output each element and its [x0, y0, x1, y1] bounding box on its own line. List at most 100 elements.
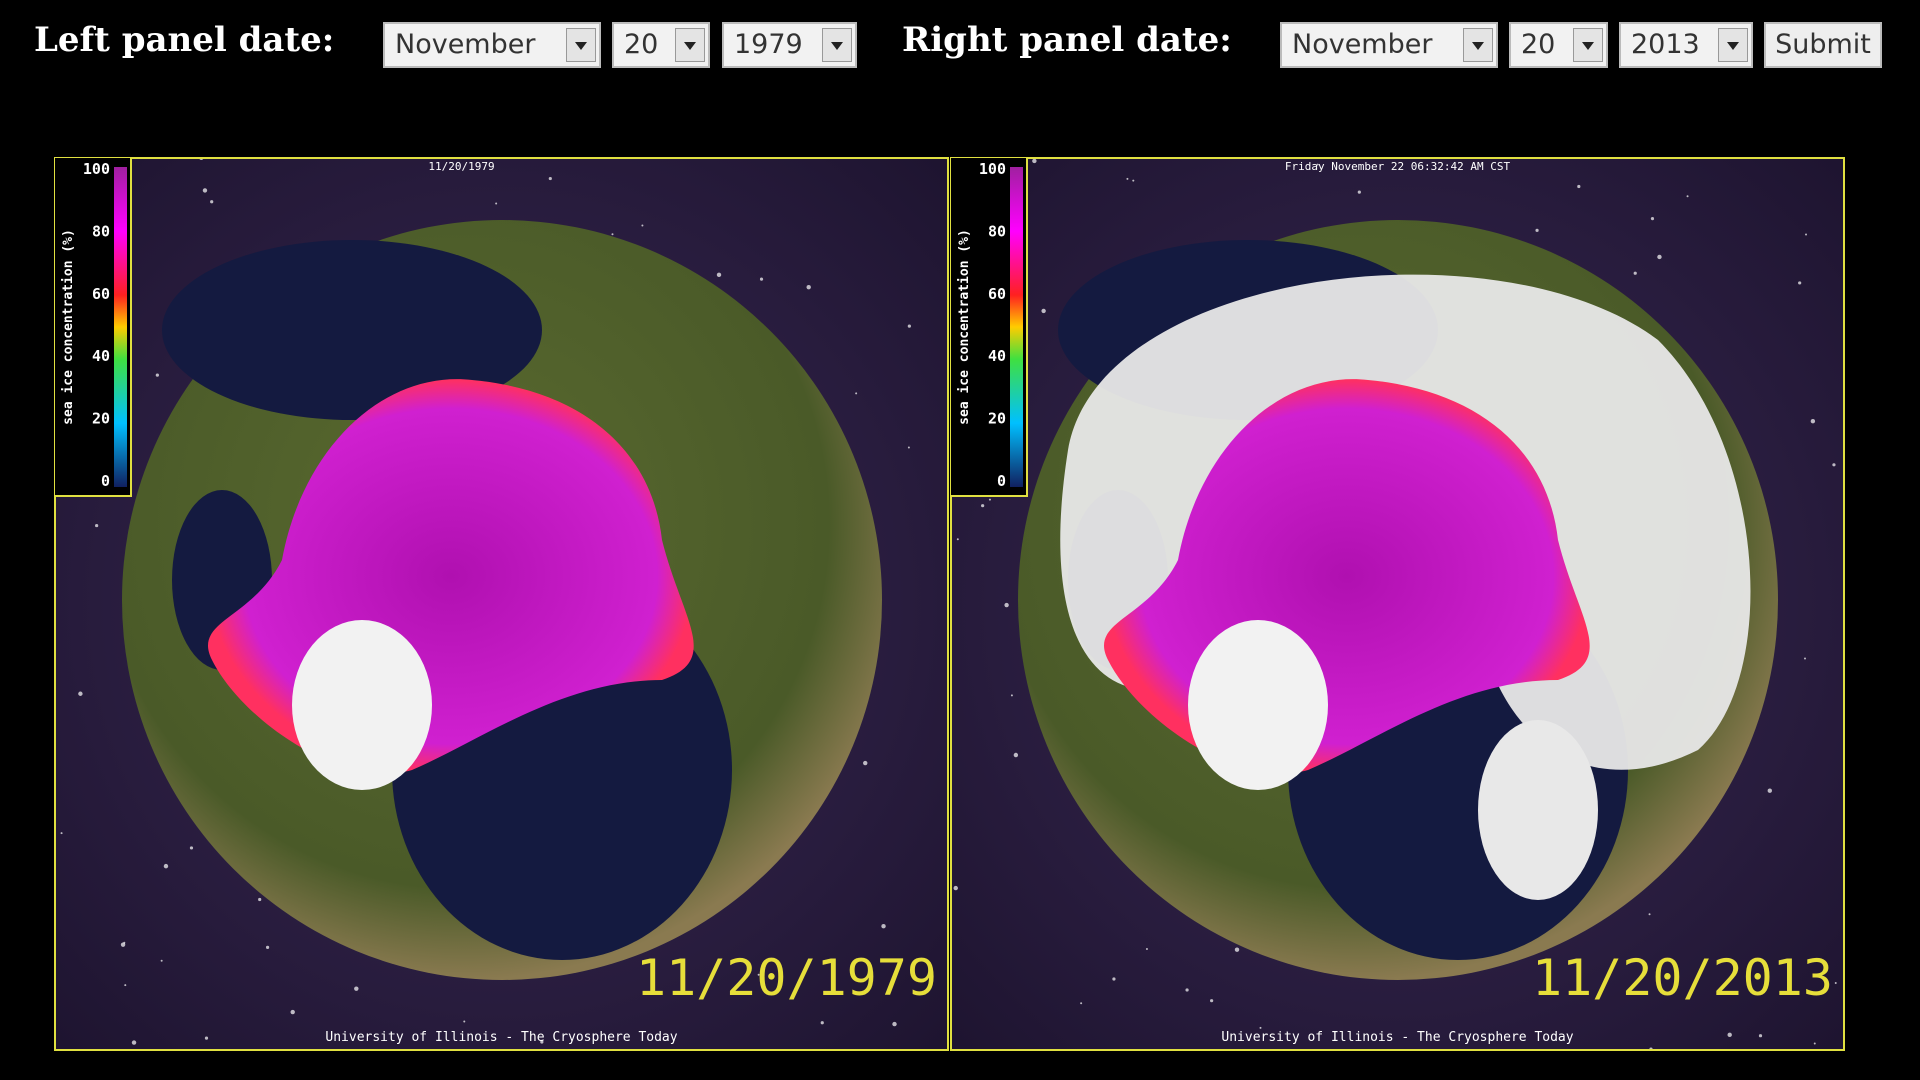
select-text: November — [1292, 29, 1433, 60]
colorbar-tick: 80 — [92, 222, 110, 240]
sea-ice — [1104, 379, 1590, 774]
star — [1316, 163, 1319, 166]
star — [554, 591, 557, 594]
star — [1011, 225, 1015, 229]
star — [977, 334, 981, 338]
year-select[interactable]: 2013 — [1619, 22, 1753, 68]
star — [1193, 401, 1196, 404]
greenland — [1188, 620, 1328, 790]
star — [210, 200, 214, 204]
month-select[interactable]: November — [383, 22, 601, 68]
star — [1068, 639, 1073, 644]
star — [540, 1040, 544, 1044]
star — [863, 760, 868, 766]
panel-border — [950, 157, 1845, 1051]
sky — [950, 157, 1845, 1051]
star — [643, 933, 646, 936]
star — [981, 504, 985, 508]
star — [199, 157, 204, 161]
star — [1531, 938, 1534, 941]
ocean — [162, 240, 542, 420]
star — [1813, 1042, 1816, 1045]
star — [1179, 270, 1182, 273]
star — [1619, 604, 1624, 610]
star — [1441, 934, 1446, 939]
star — [78, 691, 83, 696]
star — [620, 896, 625, 901]
star — [1004, 602, 1009, 608]
star — [1638, 507, 1641, 510]
star — [446, 493, 449, 496]
star — [1128, 568, 1132, 572]
ocean — [1058, 240, 1438, 420]
star — [1482, 328, 1486, 333]
colorbar-box — [54, 157, 132, 497]
footer: University of Illinois - The Cryosphere … — [325, 1030, 677, 1045]
star — [820, 1021, 824, 1025]
star — [366, 467, 371, 473]
star — [1509, 757, 1513, 761]
star — [1262, 856, 1266, 860]
star — [495, 202, 498, 205]
star — [1080, 1002, 1083, 1005]
star — [173, 354, 178, 360]
star — [1727, 1032, 1732, 1038]
star — [1333, 804, 1338, 808]
star — [579, 522, 584, 526]
star — [473, 365, 478, 371]
date-stamp: 11/20/1979 — [636, 949, 937, 1007]
colorbar — [114, 167, 127, 487]
ocean — [1288, 580, 1628, 960]
snow — [1478, 720, 1598, 900]
star — [1631, 685, 1636, 690]
star — [479, 525, 485, 530]
day-select[interactable]: 20 — [612, 22, 710, 68]
month-select[interactable]: November — [1280, 22, 1498, 68]
star — [219, 427, 223, 431]
star — [1804, 657, 1807, 660]
star — [202, 188, 208, 193]
star — [204, 1036, 209, 1040]
star — [976, 313, 980, 317]
star — [456, 236, 459, 239]
star — [1810, 419, 1816, 424]
star — [542, 451, 545, 454]
star — [653, 296, 658, 301]
colorbar-tick: 60 — [92, 285, 110, 303]
star — [1335, 484, 1338, 487]
dropdown-arrow — [675, 28, 705, 62]
top-caption: Friday November 22 06:32:42 AM CST — [1285, 160, 1511, 173]
star — [1648, 913, 1651, 916]
star — [60, 832, 63, 835]
star — [1112, 977, 1116, 981]
star — [1126, 177, 1129, 180]
colorbar-tick: 0 — [997, 472, 1006, 490]
star — [1123, 350, 1128, 355]
star — [131, 1040, 137, 1045]
star — [578, 574, 582, 578]
star — [497, 783, 502, 788]
globe — [1018, 220, 1778, 980]
submit-button[interactable]: Submit — [1764, 22, 1882, 68]
top-caption: 11/20/1979 — [428, 160, 494, 173]
star — [463, 1020, 466, 1023]
star — [265, 945, 270, 950]
star — [1633, 271, 1637, 275]
star — [123, 941, 126, 944]
star — [757, 973, 760, 976]
star — [1547, 537, 1552, 543]
day-select[interactable]: 20 — [1509, 22, 1608, 68]
colorbar-tick: 40 — [92, 347, 110, 365]
star — [666, 814, 670, 818]
star — [413, 252, 417, 257]
star — [1480, 549, 1485, 555]
year-select[interactable]: 1979 — [722, 22, 857, 68]
star — [1539, 451, 1544, 456]
star — [1649, 1047, 1653, 1051]
star — [1330, 718, 1333, 721]
star — [806, 284, 811, 290]
colorbar-label: sea ice concentration (%) — [61, 229, 76, 425]
star — [1301, 927, 1304, 930]
star — [533, 898, 537, 902]
colorbar-tick: 40 — [988, 347, 1006, 365]
